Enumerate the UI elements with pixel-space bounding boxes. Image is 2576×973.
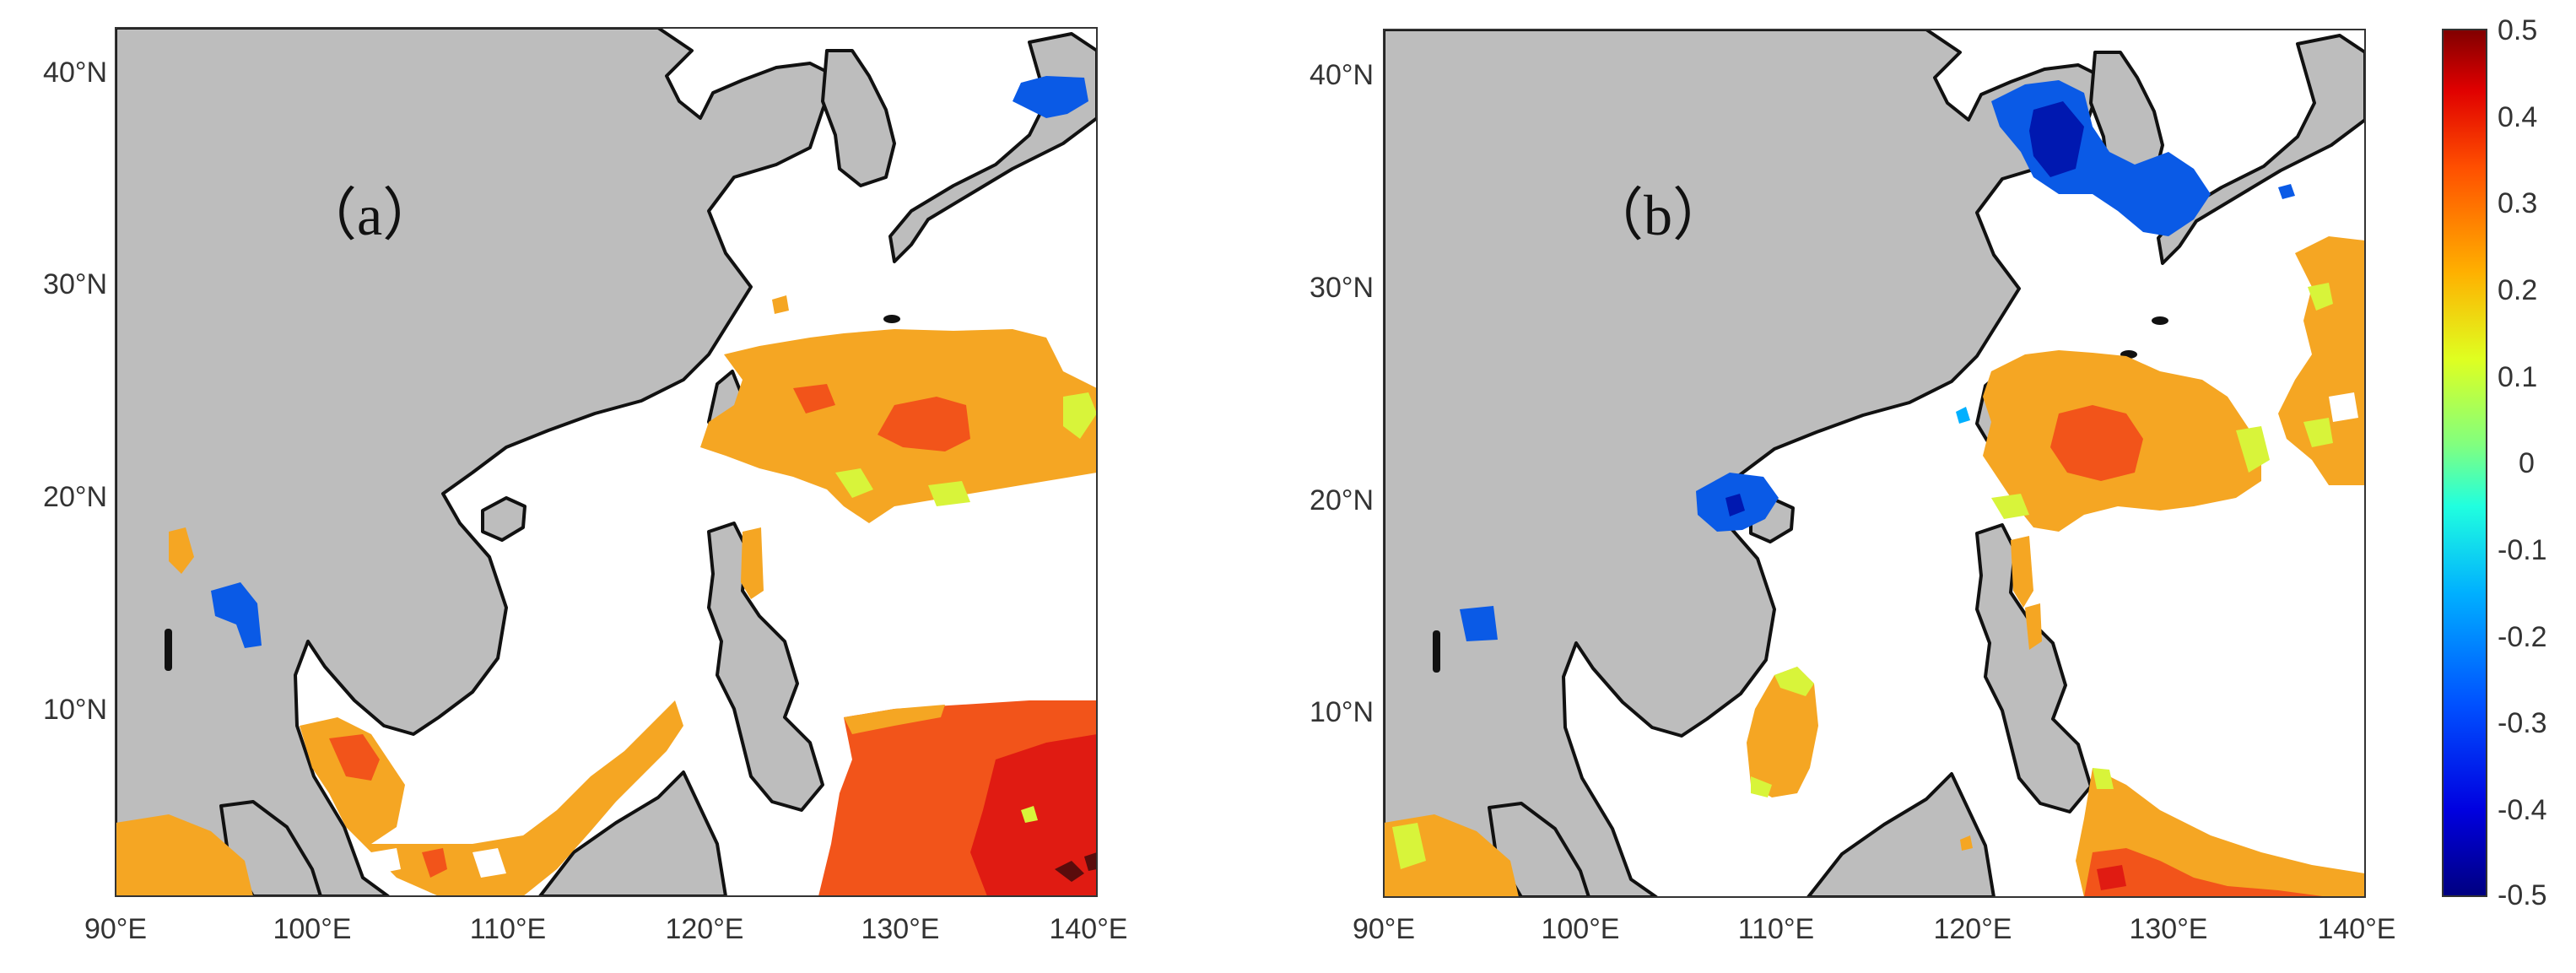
panel-a-map [116, 28, 1097, 896]
korean-peninsula [821, 49, 896, 187]
panel-a-x-ticks: 90°E 100°E 110°E 120°E 130°E 140°E [84, 913, 1128, 945]
colorbar-tick-label: 0.2 [2498, 274, 2537, 306]
x-tick-label: 110°E [1738, 913, 1814, 945]
colorbar-tick-label: 0.3 [2498, 187, 2537, 219]
colorbar-tick-label: -0.5 [2498, 879, 2547, 911]
colorbar-tick-label: -0.1 [2498, 534, 2547, 566]
philippines [1975, 523, 2093, 814]
correlation-patches-b [1384, 80, 2365, 897]
x-tick-label: 100°E [1541, 913, 1619, 945]
correlation-patches-a [116, 76, 1097, 896]
x-tick-label: 90°E [84, 913, 147, 945]
panel-b-frame [1383, 29, 2366, 898]
colorbar: 0.5 0.4 0.3 0.2 0.1 0 -0.1 -0.2 -0.3 -0.… [2442, 14, 2547, 911]
panel-a-label: （a） [300, 183, 440, 247]
y-tick-label: 20°N [1310, 484, 1374, 516]
panel-a-frame [115, 27, 1098, 897]
island [883, 315, 900, 323]
x-tick-label: 120°E [665, 913, 743, 945]
x-tick-label: 90°E [1353, 913, 1415, 945]
colorbar-tick-label: 0.5 [2498, 14, 2537, 46]
y-tick-label: 30°N [1310, 272, 1374, 304]
colorbar-ticks: 0.5 0.4 0.3 0.2 0.1 0 -0.1 -0.2 -0.3 -0.… [2498, 14, 2547, 911]
x-tick-label: 110°E [470, 913, 546, 945]
mainland-asia [116, 28, 837, 896]
colorbar-tick-label: -0.4 [2498, 794, 2547, 826]
island [2152, 316, 2168, 325]
x-tick-label: 120°E [1933, 913, 2012, 945]
colorbar-tick-label: 0.4 [2498, 101, 2537, 133]
philippines [707, 522, 824, 812]
y-tick-label: 20°N [43, 481, 107, 513]
y-tick-label: 40°N [1310, 59, 1374, 91]
x-tick-label: 130°E [2129, 913, 2207, 945]
x-tick-label: 140°E [1049, 913, 1127, 945]
japan [2157, 34, 2365, 265]
panel-b-label: （b） [1586, 183, 1730, 247]
y-tick-label: 10°N [1310, 696, 1374, 728]
panel-b-x-ticks: 90°E 100°E 110°E 120°E 130°E 140°E [1353, 913, 2396, 945]
y-tick-label: 10°N [43, 694, 107, 726]
panel-b-y-ticks: 40°N 30°N 20°N 10°N [1310, 59, 1374, 728]
x-tick-label: 100°E [273, 913, 351, 945]
colorbar-tick-label: -0.2 [2498, 621, 2547, 653]
andaman-islands [165, 629, 172, 671]
colorbar-tick-label: 0.1 [2498, 361, 2537, 393]
borneo [1806, 772, 1995, 897]
colorbar-tick-label: -0.3 [2498, 707, 2547, 739]
hainan-island [481, 496, 527, 542]
panel-a-y-ticks: 40°N 30°N 20°N 10°N [43, 57, 107, 726]
borneo [538, 770, 727, 896]
y-tick-label: 30°N [43, 268, 107, 300]
y-tick-label: 40°N [43, 57, 107, 89]
x-tick-label: 140°E [2317, 913, 2395, 945]
mainland-asia [1384, 30, 2105, 897]
japan [888, 32, 1097, 263]
panel-b-map [1384, 30, 2365, 897]
andaman-islands [1433, 630, 1440, 673]
colorbar-tick-label: 0 [2519, 447, 2535, 479]
colorbar-gradient [2442, 29, 2487, 897]
x-tick-label: 130°E [861, 913, 939, 945]
